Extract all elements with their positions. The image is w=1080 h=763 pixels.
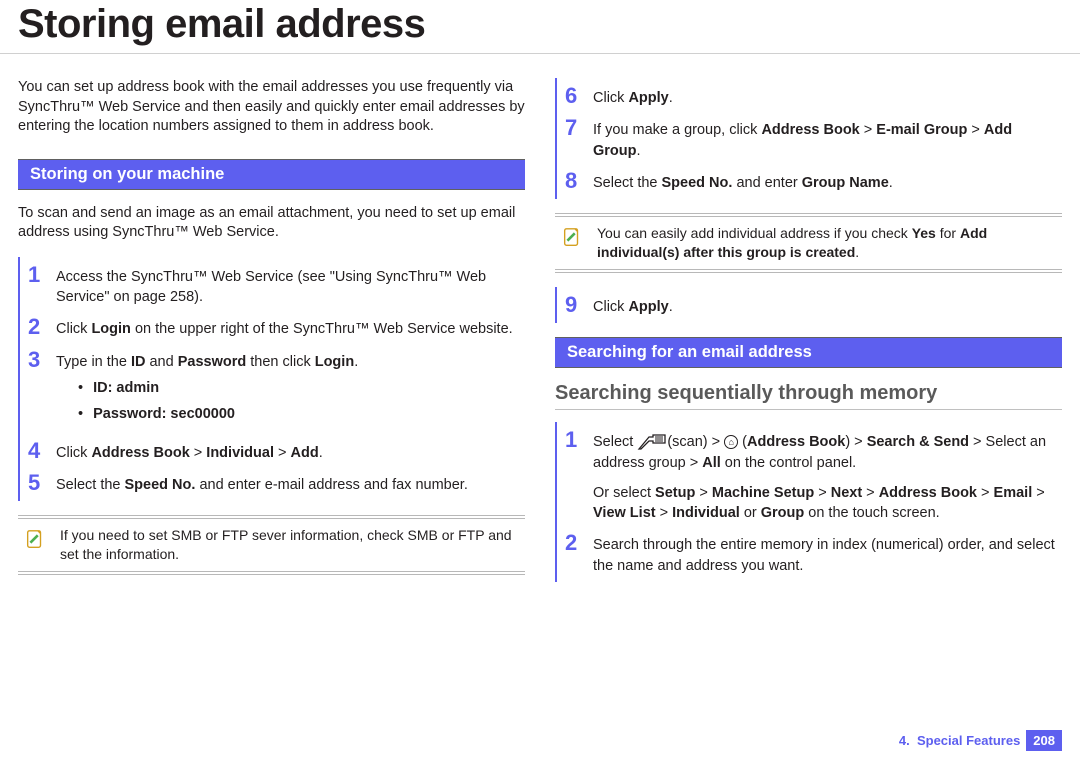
intro-text: You can set up address book with the ema… bbox=[18, 78, 525, 137]
page-footer: 4. Special Features 208 bbox=[899, 730, 1062, 751]
chapter-number: 4. bbox=[899, 733, 910, 748]
sub-heading-sequential: Searching sequentially through memory bbox=[555, 382, 1062, 410]
page-number: 208 bbox=[1026, 730, 1062, 751]
content-columns: You can set up address book with the ema… bbox=[0, 54, 1080, 596]
steps-list-b: 6 Click Apply. 7 If you make a group, click… bbox=[555, 78, 1062, 199]
step-item: 9 Click Apply. bbox=[557, 289, 1062, 321]
step-item: 2 Search through the entire memory in ind… bbox=[557, 527, 1062, 580]
step-text: Click Login on the upper right of the Sy… bbox=[56, 315, 513, 339]
bullet-item: Password: sec00000 bbox=[78, 404, 358, 424]
step-number: 5 bbox=[28, 471, 46, 494]
note-box-a: If you need to set SMB or FTP sever info… bbox=[18, 515, 525, 575]
step-item: 1 Access the SyncThru™ Web Service (see "… bbox=[20, 259, 525, 312]
storing-paragraph: To scan and send an image as an email at… bbox=[18, 204, 525, 243]
step-number: 1 bbox=[565, 428, 583, 451]
scan-icon bbox=[637, 433, 667, 451]
step-number: 7 bbox=[565, 116, 583, 139]
step-number: 3 bbox=[28, 348, 46, 371]
section-heading-storing: Storing on your machine bbox=[18, 159, 525, 190]
step-item: 5 Select the Speed No. and enter e-mail a… bbox=[20, 467, 525, 499]
chapter-label: Special Features bbox=[917, 733, 1020, 748]
step-text: Search through the entire memory in inde… bbox=[593, 531, 1062, 576]
bullet-item: ID: admin bbox=[78, 378, 358, 398]
step-text: If you make a group, click Address Book … bbox=[593, 116, 1062, 161]
note-icon bbox=[24, 528, 46, 550]
step-number: 9 bbox=[565, 293, 583, 316]
step-text: Click Apply. bbox=[593, 293, 673, 317]
right-column: 6 Click Apply. 7 If you make a group, click… bbox=[555, 78, 1062, 596]
step-item: 3 Type in the ID and Password then click … bbox=[20, 344, 525, 435]
step-extra: Or select Setup > Machine Setup > Next >… bbox=[593, 483, 1062, 524]
section-heading-searching: Searching for an email address bbox=[555, 337, 1062, 368]
note-icon bbox=[561, 226, 583, 248]
note-text-a: If you need to set SMB or FTP sever info… bbox=[60, 526, 519, 564]
step-number: 2 bbox=[565, 531, 583, 554]
step-number: 2 bbox=[28, 315, 46, 338]
step-text: Select the Speed No. and enter Group Nam… bbox=[593, 169, 893, 193]
step-item: 1 Select (scan) > ⌂ (Address Book) > Sear… bbox=[557, 424, 1062, 527]
step-number: 1 bbox=[28, 263, 46, 286]
step-number: 6 bbox=[565, 84, 583, 107]
address-book-icon: ⌂ bbox=[724, 435, 738, 449]
left-column: You can set up address book with the ema… bbox=[18, 78, 525, 596]
step-item: 7 If you make a group, click Address Book… bbox=[557, 112, 1062, 165]
step-text: Type in the ID and Password then click L… bbox=[56, 348, 358, 431]
note-text-b: You can easily add individual address if… bbox=[597, 224, 1056, 262]
step-item: 4 Click Address Book > Individual > Add. bbox=[20, 435, 525, 467]
step-number: 4 bbox=[28, 439, 46, 462]
page-title: Storing email address bbox=[0, 0, 1080, 54]
steps-list-search: 1 Select (scan) > ⌂ (Address Book) > Sear… bbox=[555, 422, 1062, 582]
step-text: Select the Speed No. and enter e-mail ad… bbox=[56, 471, 468, 495]
steps-list-a: 1 Access the SyncThru™ Web Service (see "… bbox=[18, 257, 525, 501]
step-text: Click Apply. bbox=[593, 84, 673, 108]
note-box-b: You can easily add individual address if… bbox=[555, 213, 1062, 273]
step-text: Select (scan) > ⌂ (Address Book) > Searc… bbox=[593, 428, 1062, 523]
step-item: 2 Click Login on the upper right of the S… bbox=[20, 311, 525, 343]
step-bullets: ID: admin Password: sec00000 bbox=[56, 378, 358, 425]
step-text: Click Address Book > Individual > Add. bbox=[56, 439, 323, 463]
steps-list-c: 9 Click Apply. bbox=[555, 287, 1062, 323]
step-text: Access the SyncThru™ Web Service (see "U… bbox=[56, 263, 525, 308]
step-item: 6 Click Apply. bbox=[557, 80, 1062, 112]
step-item: 8 Select the Speed No. and enter Group Na… bbox=[557, 165, 1062, 197]
step-number: 8 bbox=[565, 169, 583, 192]
